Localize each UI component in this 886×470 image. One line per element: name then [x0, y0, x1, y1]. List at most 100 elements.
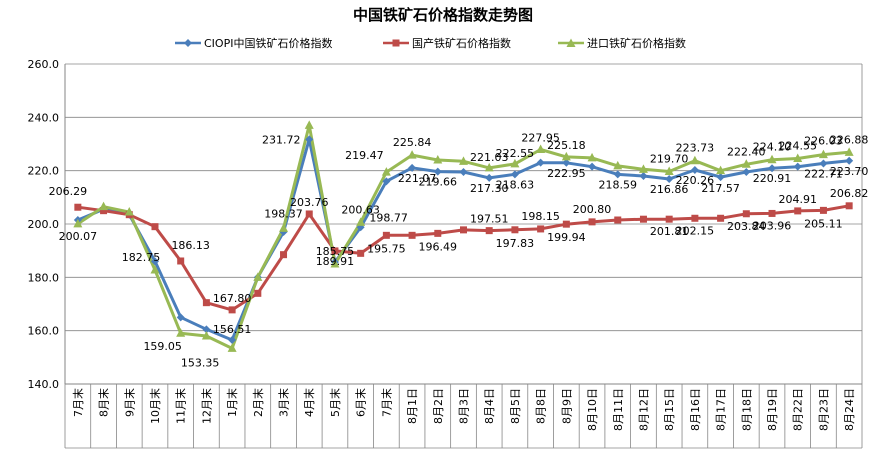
data-label: 197.51 [470, 213, 509, 226]
data-label: 195.75 [367, 242, 406, 255]
point-marker [793, 162, 802, 171]
x-tick-label: 8月17日 [715, 388, 728, 431]
point-marker [819, 206, 827, 214]
x-tick-label: 7月末 [379, 388, 393, 417]
point-marker [150, 257, 159, 266]
data-label: 182.75 [122, 251, 161, 264]
point-marker [588, 218, 596, 226]
data-label: 226.03 [804, 135, 843, 148]
point-marker [613, 160, 623, 170]
data-label: 186.13 [171, 239, 210, 252]
data-label: 222.95 [547, 167, 586, 180]
data-label: 222.71 [804, 167, 843, 180]
data-label: 204.91 [778, 193, 817, 206]
point-marker [408, 231, 416, 239]
data-label: 185.75 [316, 245, 355, 258]
x-tick-label: 8月8日 [535, 388, 548, 424]
point-marker [227, 343, 237, 352]
point-marker [844, 147, 854, 156]
y-tick-label: 240.0 [28, 111, 60, 124]
x-tick-label: 4月末 [302, 388, 316, 417]
x-tick-label: 8月4日 [483, 388, 496, 424]
data-label: 222.40 [727, 145, 766, 158]
x-tick-label: 8月10日 [586, 388, 599, 431]
point-marker [433, 167, 442, 176]
point-marker [124, 207, 134, 216]
data-label: 223.73 [676, 142, 715, 155]
point-marker [741, 159, 751, 168]
point-marker [254, 289, 262, 297]
x-tick-label: 1月末 [225, 388, 239, 417]
point-marker [562, 158, 571, 167]
point-marker [408, 163, 417, 172]
point-marker [845, 156, 854, 165]
point-marker [768, 209, 776, 217]
point-marker [330, 259, 340, 268]
data-label: 219.47 [345, 149, 384, 162]
data-label: 222.55 [496, 147, 535, 160]
point-marker [794, 207, 802, 215]
point-marker [280, 251, 288, 259]
data-label: 219.70 [650, 152, 689, 165]
data-label: 231.72 [262, 133, 301, 146]
data-label: 159.05 [143, 340, 182, 353]
point-marker [331, 247, 339, 255]
point-marker [433, 155, 443, 164]
x-tick-label: 12月末 [199, 388, 213, 424]
point-marker [356, 217, 366, 226]
x-tick-label: 8月末 [97, 388, 111, 417]
x-tick-label: 8月1日 [406, 388, 419, 424]
x-tick-label: 8月22日 [792, 388, 805, 431]
point-marker [485, 227, 493, 235]
point-marker [639, 215, 647, 223]
data-label: 218.59 [599, 178, 638, 191]
data-label: 203.76 [290, 196, 329, 209]
point-marker [536, 158, 545, 167]
data-label: 218.63 [496, 178, 535, 191]
legend: CIOPI中国铁矿石价格指数 国产铁矿石价格指数 进口铁矿石价格指数 [0, 35, 886, 53]
data-label: 217.30 [470, 182, 509, 195]
point-marker [561, 151, 571, 161]
y-tick-label: 200.0 [28, 218, 60, 231]
point-marker [690, 165, 699, 174]
point-marker [407, 150, 417, 159]
point-marker [150, 265, 160, 274]
data-label: 225.18 [547, 139, 586, 152]
x-tick-label: 11月末 [174, 388, 188, 424]
point-marker [742, 210, 750, 218]
point-marker [665, 215, 673, 223]
point-marker [511, 226, 519, 234]
x-tick-label: 8月19日 [766, 388, 779, 431]
data-label: 203.84 [727, 220, 766, 233]
data-label: 198.15 [521, 210, 560, 223]
data-label: 198.37 [264, 207, 303, 220]
point-marker [716, 165, 726, 175]
y-tick-label: 260.0 [28, 58, 60, 71]
x-tick-label: 5月末 [328, 388, 342, 417]
data-label: 221.07 [398, 172, 437, 185]
data-label: 223.70 [830, 165, 869, 178]
point-marker [537, 225, 545, 233]
point-marker [460, 226, 467, 234]
data-label: 217.57 [701, 182, 740, 195]
point-marker [510, 170, 519, 179]
data-label: 200.63 [341, 203, 380, 216]
point-marker [587, 152, 597, 162]
point-marker [818, 149, 828, 159]
x-tick-label: 7月末 [71, 388, 85, 417]
data-label: 216.86 [650, 183, 689, 196]
legend-label-ciopi: CIOPI中国铁矿石价格指数 [204, 37, 333, 50]
point-marker [613, 170, 622, 179]
x-tick-label: 8月12日 [637, 388, 650, 431]
data-label: 167.80 [213, 292, 252, 305]
point-marker [304, 120, 314, 129]
data-label: 220.91 [753, 172, 792, 185]
point-marker [485, 173, 494, 182]
data-label: 206.29 [49, 185, 88, 198]
point-marker [201, 331, 211, 340]
point-marker [202, 325, 211, 334]
legend-marker-domestic [383, 39, 409, 47]
point-marker [253, 272, 263, 281]
point-marker [536, 144, 546, 153]
